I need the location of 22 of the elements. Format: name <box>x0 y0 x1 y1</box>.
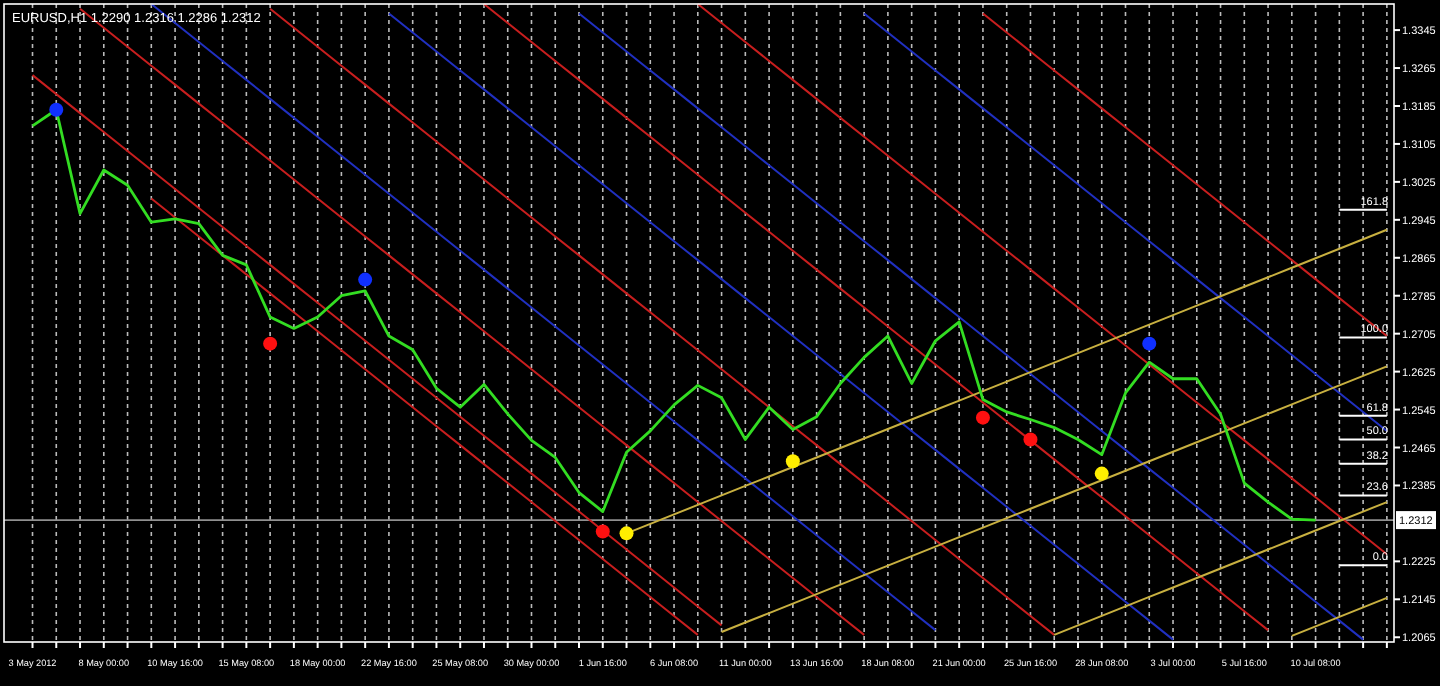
point <box>785 454 800 469</box>
line-series <box>482 3 1270 632</box>
point <box>358 272 373 287</box>
point <box>975 410 990 425</box>
line-series <box>720 365 1388 634</box>
line-series <box>269 7 1056 636</box>
point <box>1142 336 1157 351</box>
line-series <box>863 12 1388 432</box>
point <box>263 336 278 351</box>
point <box>49 102 64 117</box>
point <box>619 526 634 541</box>
line-series <box>150 197 699 636</box>
line-series <box>578 12 1365 641</box>
point <box>595 524 610 539</box>
point <box>1094 466 1109 481</box>
line-series <box>696 3 1388 556</box>
line-series <box>981 12 1388 338</box>
line-series <box>1053 501 1388 636</box>
point <box>1023 432 1038 447</box>
line-series <box>387 12 1175 641</box>
line-series <box>31 74 723 627</box>
line-series <box>1290 596 1388 637</box>
